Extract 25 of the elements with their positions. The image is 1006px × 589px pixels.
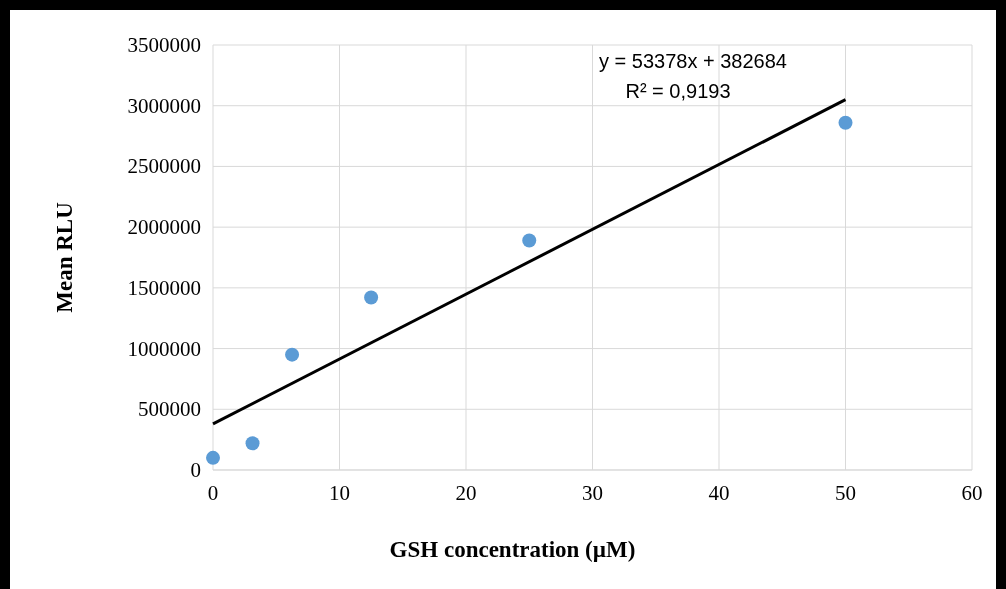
x-tick-label: 40 <box>708 481 730 505</box>
point <box>245 436 260 451</box>
x-tick-label: 60 <box>961 481 983 505</box>
point <box>206 450 220 465</box>
point <box>364 290 379 305</box>
x-axis-title: GSH concentration (µM) <box>389 537 636 562</box>
annotation: y = 53378x + 382684 <box>599 50 787 72</box>
y-tick-label: 2000000 <box>127 215 201 240</box>
annotation: R² = 0,9193 <box>625 80 731 102</box>
y-axis-title: Mean RLU <box>52 201 77 313</box>
y-tick-label: 2500000 <box>127 154 201 179</box>
x-tick-label: 30 <box>582 481 603 505</box>
y-tick-label: 3500000 <box>127 33 201 57</box>
x-tick-label: 0 <box>207 481 219 505</box>
point <box>285 347 300 362</box>
x-tick-label: 50 <box>835 481 856 505</box>
y-tick-label: 3000000 <box>127 93 201 118</box>
point <box>522 233 537 248</box>
y-tick-label: 0 <box>190 458 201 482</box>
y-tick-label: 1500000 <box>127 275 201 300</box>
x-tick-label: 10 <box>329 481 350 505</box>
y-tick-label: 1000000 <box>127 336 201 361</box>
x-tick-label: 20 <box>455 481 477 505</box>
point <box>838 115 853 130</box>
y-tick-label: 500000 <box>138 397 201 422</box>
